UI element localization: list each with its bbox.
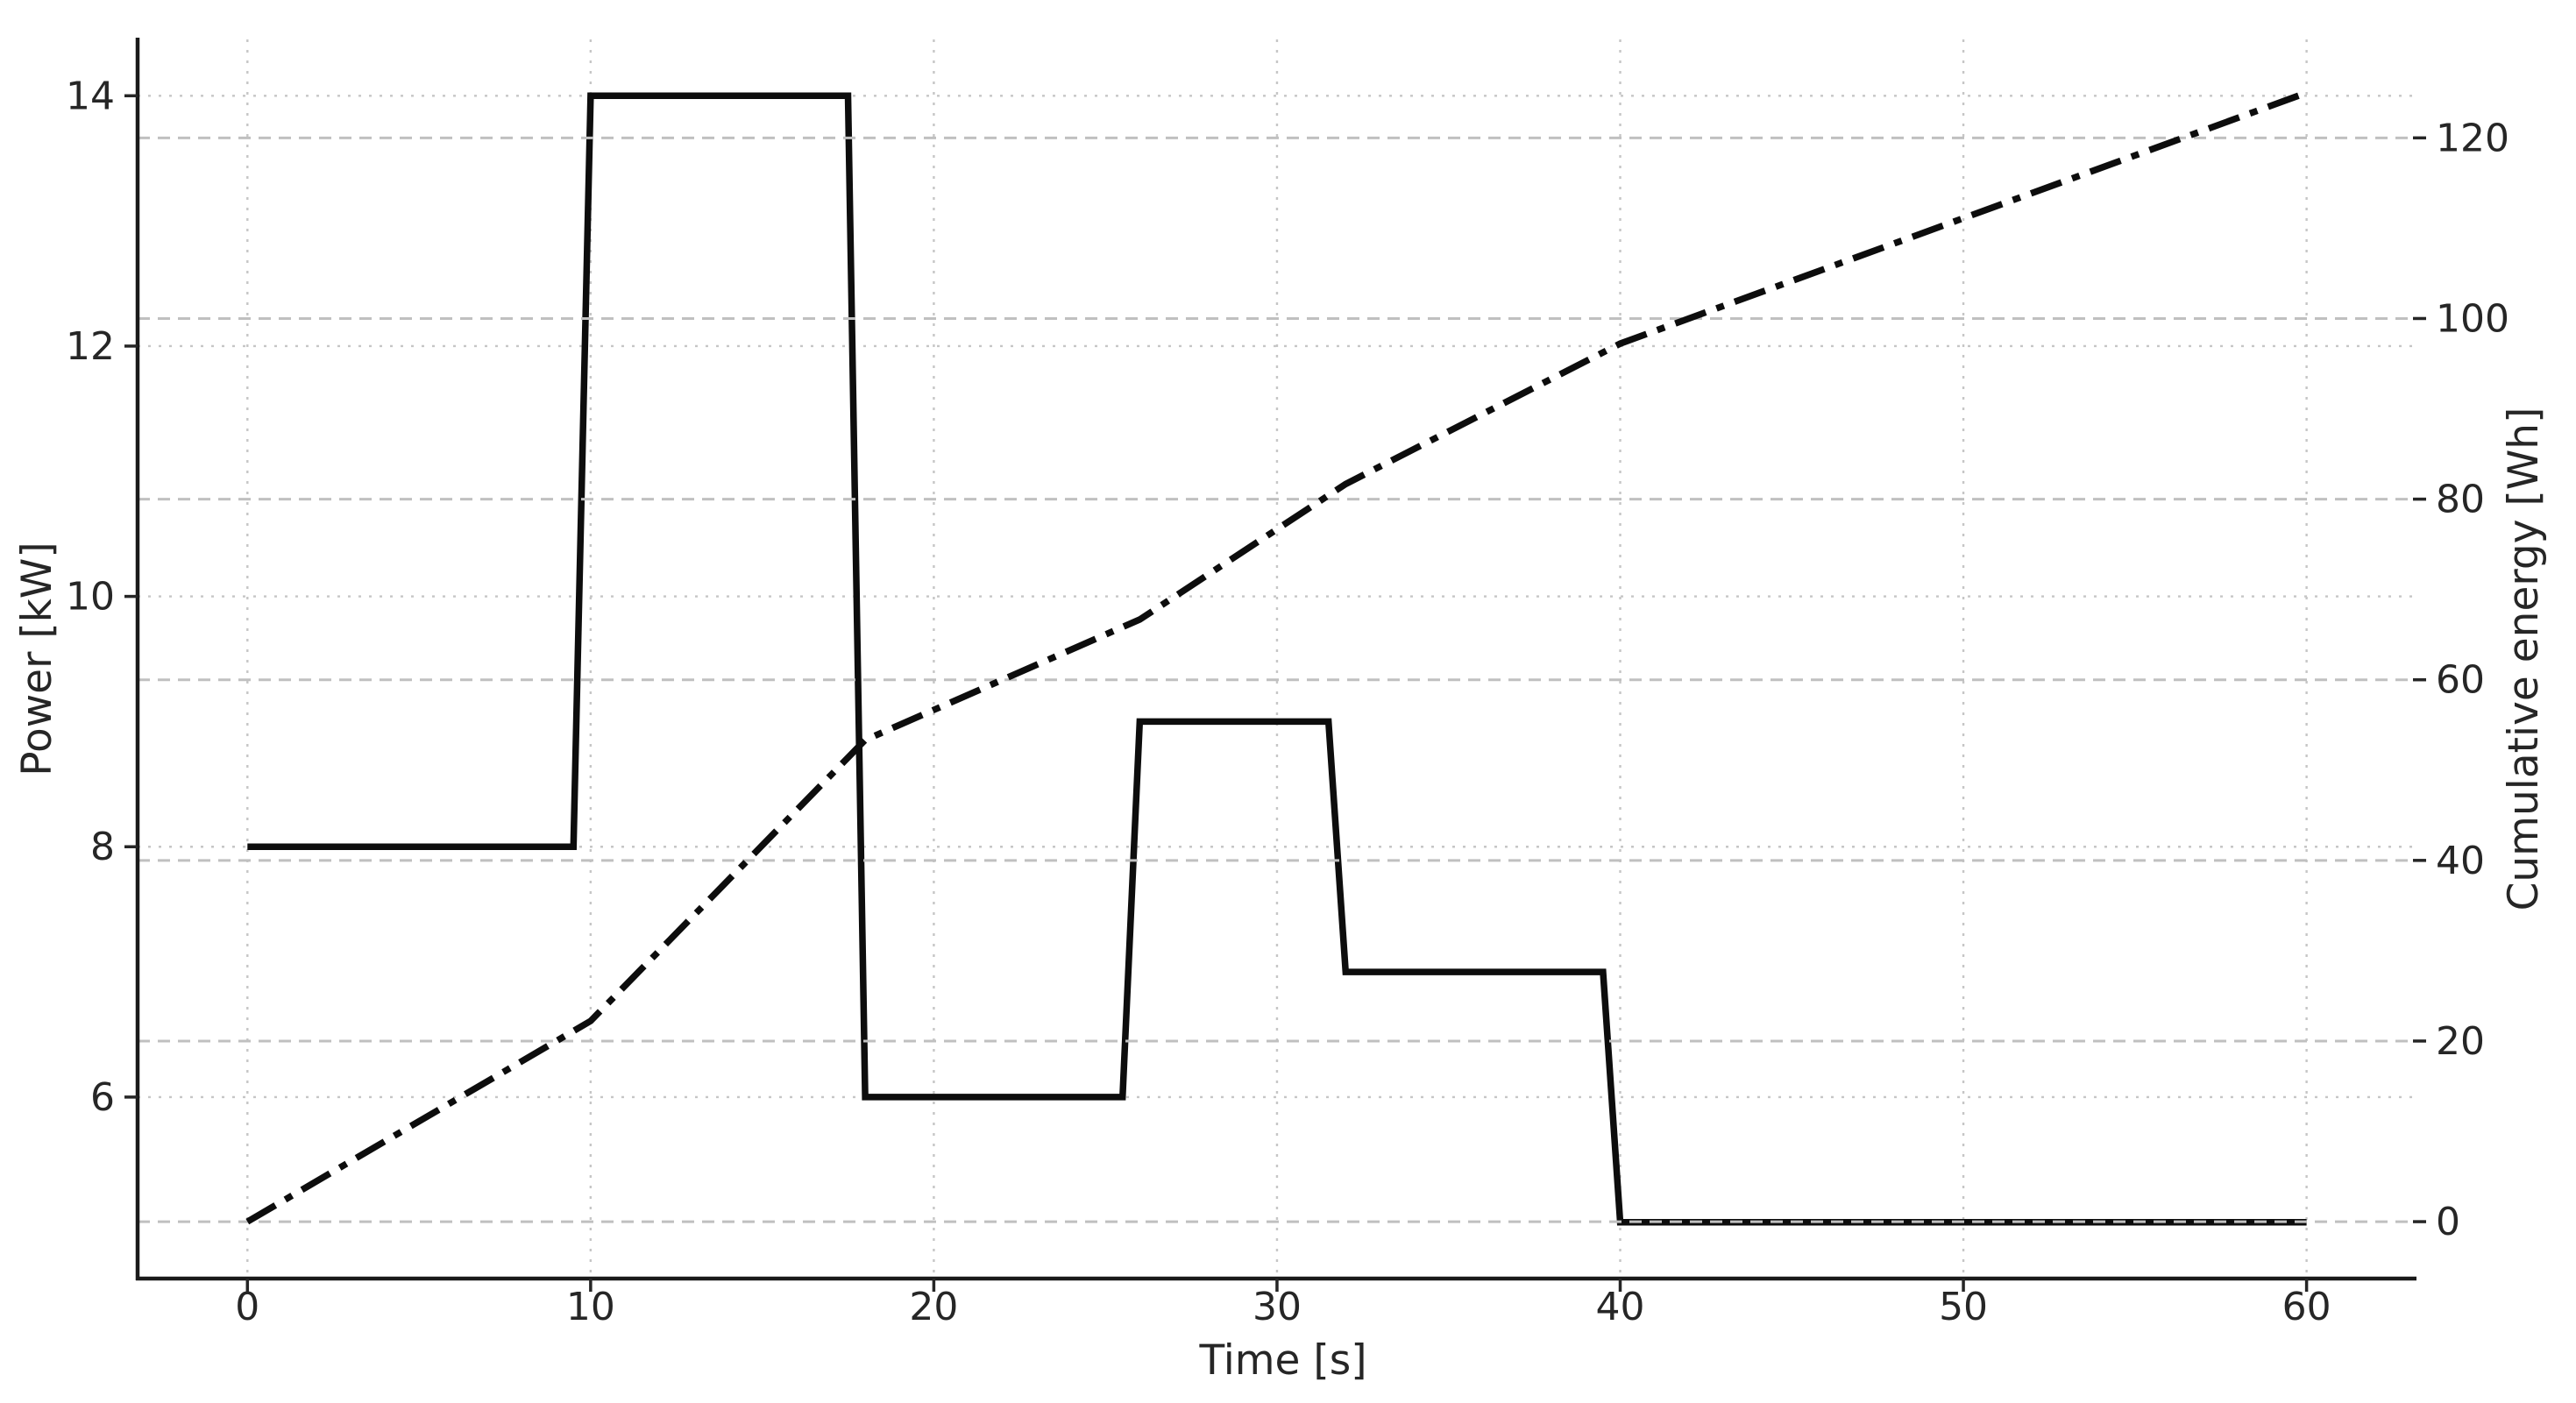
x-tick-label: 50: [1939, 1285, 1988, 1329]
left-tick-label: 6: [90, 1075, 115, 1120]
power-series-line: [247, 92, 2307, 1226]
x-tick-label: 60: [2282, 1285, 2331, 1329]
right-axis-title: Cumulative energy [Wh]: [2500, 407, 2548, 911]
right-tick-label: 20: [2436, 1019, 2485, 1064]
x-tick-label: 10: [566, 1285, 615, 1329]
energy-series-line: [245, 89, 2308, 1225]
right-tick-label: 100: [2436, 296, 2509, 341]
left-tick-label: 14: [66, 74, 115, 118]
right-tick-label: 120: [2436, 116, 2509, 160]
left-tick-label: 10: [66, 575, 115, 620]
x-axis-title: Time [s]: [1198, 1336, 1366, 1385]
x-tick-label: 0: [235, 1285, 259, 1329]
right-tick-label: 60: [2436, 658, 2485, 703]
left-tick-label: 8: [90, 825, 115, 869]
x-tick-label: 20: [909, 1285, 958, 1329]
right-tick-label: 40: [2436, 839, 2485, 883]
x-tick-label: 30: [1253, 1285, 1302, 1329]
left-axis-title: Power [kW]: [13, 542, 61, 776]
x-tick-label: 40: [1596, 1285, 1645, 1329]
right-tick-label: 80: [2436, 478, 2485, 522]
left-tick-label: 12: [66, 324, 115, 369]
right-tick-label: 0: [2436, 1200, 2460, 1244]
